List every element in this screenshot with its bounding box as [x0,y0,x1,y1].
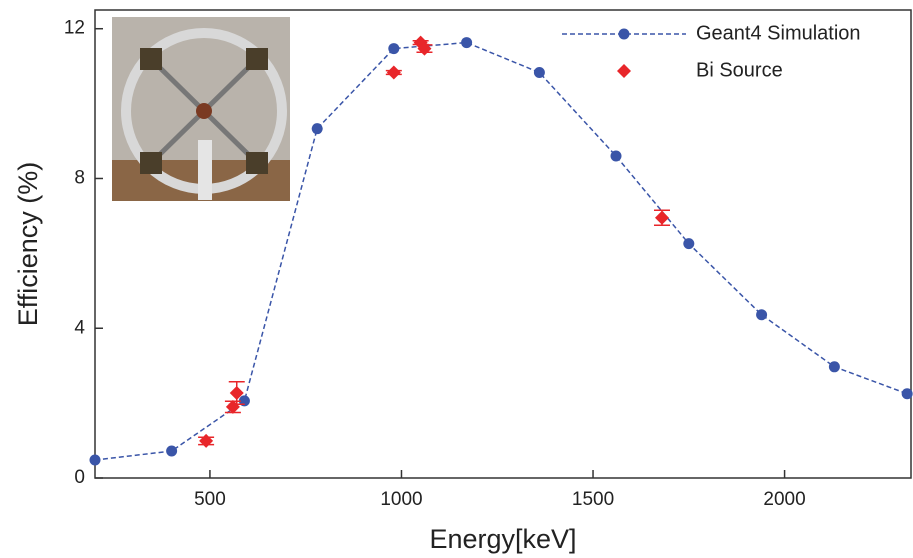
legend-label: Bi Source [696,59,783,81]
y-tick-label: 0 [74,467,85,488]
legend-marker [617,64,631,78]
point [901,388,913,400]
y-tick-label: 12 [64,18,85,39]
point [654,210,669,225]
legend-item: Bi Source [617,59,783,81]
plot-frame [94,9,912,479]
point [166,445,178,457]
point [828,361,840,373]
point [89,454,101,466]
x-tick-label: 500 [194,489,226,510]
point [533,67,545,79]
point [417,41,432,56]
legend-label: Geant4 Simulation [696,22,861,44]
series [198,35,670,448]
x-axis-label: Energy[keV] [429,524,576,554]
legend-marker [618,28,630,40]
point [386,65,401,80]
point [756,309,768,321]
y-tick-label: 8 [74,167,85,188]
y-tick-label: 4 [74,317,85,338]
x-tick-label: 1000 [380,489,422,510]
legend-item: Geant4 Simulation [562,22,861,44]
point [199,433,214,448]
point [610,150,622,162]
x-tick-label: 1500 [572,489,614,510]
point [683,238,695,250]
y-axis-label: Efficiency (%) [13,162,43,327]
series [89,37,913,466]
x-tick-label: 2000 [763,489,805,510]
inset-photo [112,17,290,201]
point [388,43,400,55]
point [461,37,473,49]
point [229,386,244,401]
point [311,123,323,135]
